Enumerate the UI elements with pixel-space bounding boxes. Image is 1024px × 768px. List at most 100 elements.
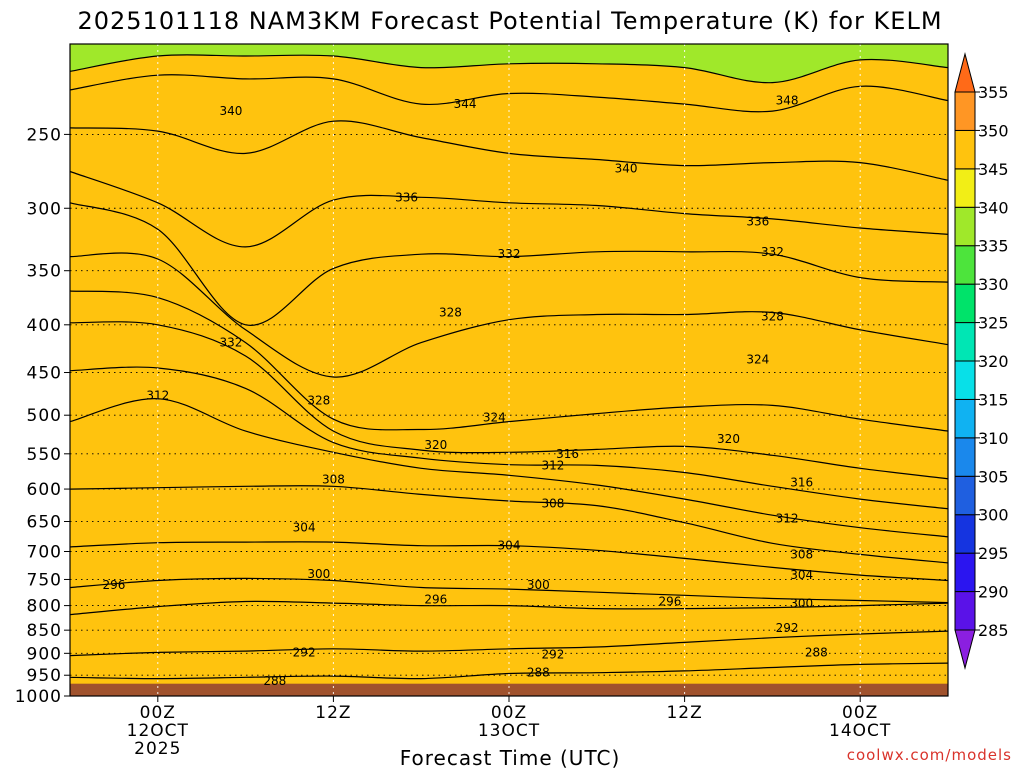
- y-tick-label-450: 450: [27, 364, 62, 384]
- contour-label-text: 308: [541, 497, 564, 511]
- contour-label-text: 336: [395, 190, 418, 204]
- colorbar-label-300: 300: [978, 506, 1009, 525]
- contour-label-text: 308: [322, 472, 345, 486]
- colorbar-label-315: 315: [978, 390, 1009, 409]
- contour-label-21: 308: [541, 497, 564, 511]
- contour-label-text: 312: [776, 511, 799, 525]
- colorbar-label-295: 295: [978, 544, 1009, 563]
- y-tick-label-600: 600: [27, 480, 62, 500]
- y-tick-label-350: 350: [27, 262, 62, 282]
- colorbar-label-355: 355: [978, 83, 1009, 102]
- contour-label-text: 300: [527, 578, 550, 592]
- x-tick-label-30-0: 00Z: [491, 703, 527, 723]
- contour-label-4: 336: [395, 190, 418, 204]
- isentrope-292: [69, 630, 949, 657]
- y-tick-label-750: 750: [27, 570, 62, 590]
- contour-label-27: 304: [790, 568, 813, 582]
- colorbar-segment-295: [954, 514, 976, 554]
- contour-label-text: 340: [220, 104, 243, 118]
- x-tick-label-6-1: 12OCT: [127, 721, 189, 741]
- contour-label-19: 308: [322, 472, 345, 486]
- y-tick-label-300: 300: [27, 199, 62, 219]
- contour-label-text: 316: [556, 447, 579, 461]
- colorbar-segment-340: [954, 168, 976, 208]
- contour-label-29: 300: [527, 578, 550, 592]
- y-tick-label-550: 550: [27, 445, 62, 465]
- colorbar-upper-arrow: [954, 52, 976, 93]
- contour-label-text: 332: [761, 245, 784, 259]
- contour-label-text: 296: [659, 595, 682, 609]
- x-tick-label-6-2: 2025: [134, 739, 181, 759]
- contour-label-10: 332: [220, 336, 243, 350]
- credit-text: coolwx.com/models: [847, 746, 1012, 764]
- contour-label-text: 304: [790, 568, 813, 582]
- below-ground-mask: [70, 683, 948, 696]
- isentrope-300: [69, 577, 949, 604]
- contour-label-17: 316: [556, 447, 579, 461]
- isentrope-288: [69, 662, 949, 680]
- contour-label-1: 344: [454, 97, 477, 111]
- y-tick-label-650: 650: [27, 512, 62, 532]
- colorbar-label-345: 345: [978, 160, 1009, 179]
- isentrope-336: [69, 170, 949, 248]
- isentrope-296: [69, 600, 949, 616]
- contour-label-text: 288: [263, 674, 286, 688]
- y-tick-label-800: 800: [27, 597, 62, 617]
- y-tick-label-400: 400: [27, 316, 62, 336]
- colorbar-label-305: 305: [978, 467, 1009, 486]
- contour-label-12: 312: [146, 388, 169, 402]
- contour-label-6: 332: [498, 247, 521, 261]
- colorbar-label-320: 320: [978, 352, 1009, 371]
- contour-label-13: 328: [307, 393, 330, 407]
- contour-label-text: 312: [541, 458, 564, 472]
- isentrope-324: [69, 290, 949, 432]
- colorbar-segment-310: [954, 398, 976, 439]
- contour-label-text: 288: [805, 645, 828, 659]
- colorbar-label-335: 335: [978, 237, 1009, 256]
- contour-label-22: 312: [776, 511, 799, 525]
- contour-label-38: 288: [263, 674, 286, 688]
- contour-label-text: 328: [761, 310, 784, 324]
- contour-label-text: 348: [776, 94, 799, 108]
- x-tick-label-18-0: 12Z: [315, 703, 351, 723]
- contour-label-text: 300: [307, 567, 330, 581]
- colorbar-label-285: 285: [978, 621, 1009, 640]
- contour-label-text: 308: [790, 547, 813, 561]
- contour-label-34: 292: [293, 645, 316, 659]
- colorbar-label-310: 310: [978, 429, 1009, 448]
- contour-label-18: 312: [541, 458, 564, 472]
- contour-label-text: 324: [746, 353, 769, 367]
- contour-label-text: 312: [146, 388, 169, 402]
- contour-label-text: 296: [424, 592, 447, 606]
- y-tick-label-950: 950: [27, 666, 62, 686]
- y-tick-label-900: 900: [27, 644, 62, 664]
- colorbar-segment-335: [954, 206, 976, 247]
- contour-label-text: 292: [776, 621, 799, 635]
- contour-label-28: 296: [102, 578, 125, 592]
- contour-label-0: 340: [220, 104, 243, 118]
- contour-label-26: 300: [307, 567, 330, 581]
- colorbar-segment-290: [954, 552, 976, 593]
- colorbar-segment-325: [954, 283, 976, 324]
- contour-label-text: 304: [293, 521, 316, 535]
- isentrope-312: [69, 398, 949, 538]
- colorbar-segment-300: [954, 475, 976, 516]
- x-axis-label: Forecast Time (UTC): [400, 746, 621, 768]
- y-tick-label-850: 850: [27, 621, 62, 641]
- colorbar-segment-320: [954, 322, 976, 362]
- y-tick-label-1000: 1000: [15, 687, 62, 707]
- x-tick-label-30-1: 13OCT: [478, 721, 540, 741]
- isentrope-328: [69, 252, 949, 378]
- contour-label-text: 328: [439, 305, 462, 319]
- contour-label-text: 328: [307, 393, 330, 407]
- colorbar-label-325: 325: [978, 314, 1009, 333]
- contour-label-35: 292: [541, 648, 564, 662]
- contour-label-23: 304: [293, 521, 316, 535]
- x-tick-label-54-1: 14OCT: [829, 721, 891, 741]
- y-tick-label-500: 500: [27, 406, 62, 426]
- contour-label-7: 332: [761, 245, 784, 259]
